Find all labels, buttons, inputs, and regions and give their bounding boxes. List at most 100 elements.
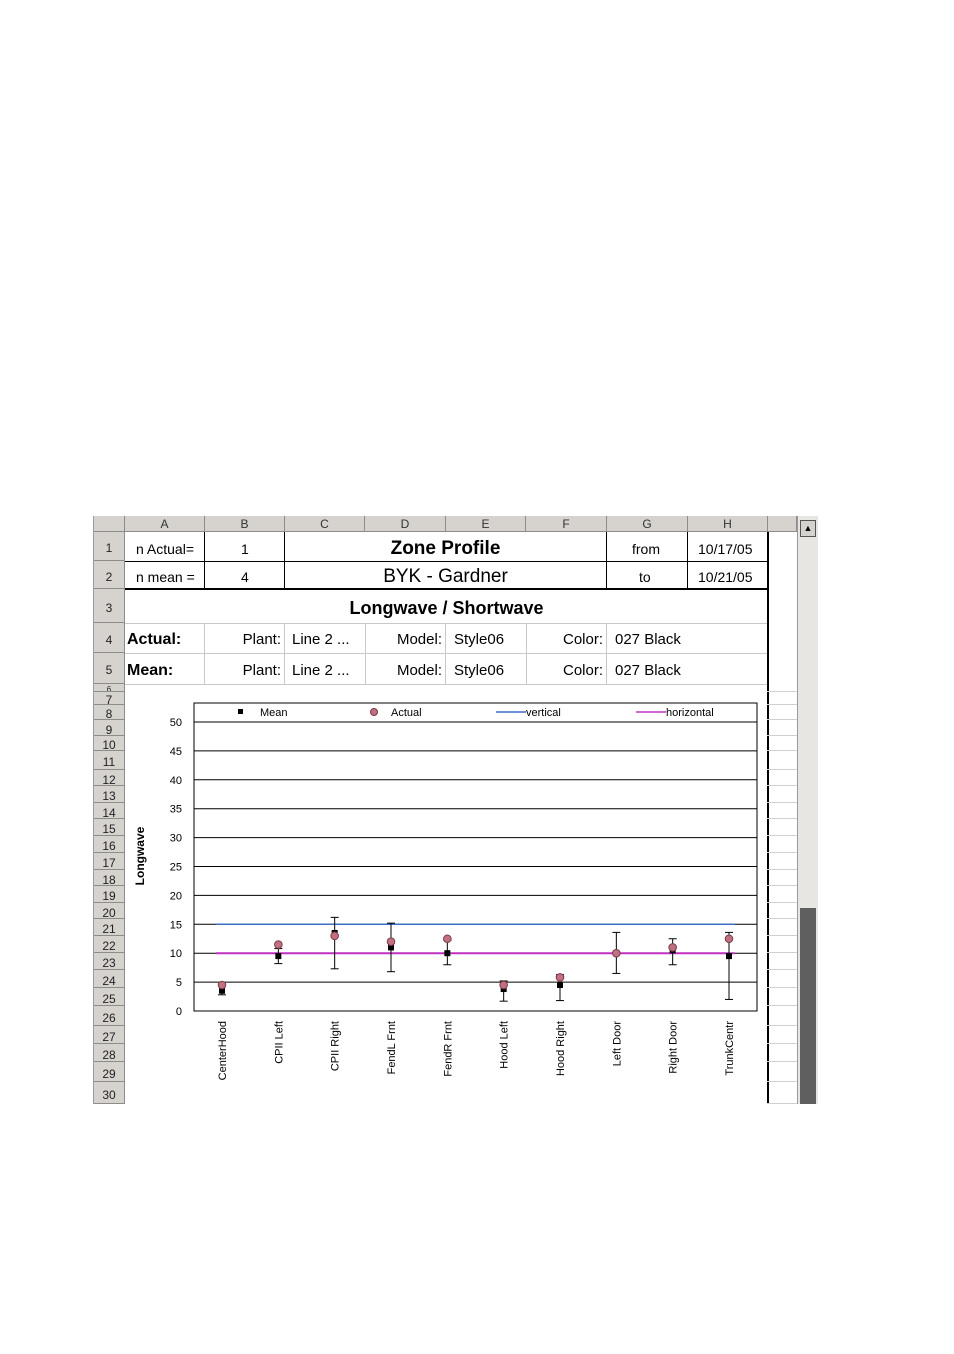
x-tick-label: FendR Frnt	[442, 1021, 454, 1077]
cell-a2[interactable]: n mean =	[136, 569, 195, 585]
cell-g1[interactable]: from	[632, 541, 660, 557]
row-header-13[interactable]: 13	[94, 786, 125, 803]
column-header-e[interactable]: E	[446, 516, 526, 532]
row-header-17[interactable]: 17	[94, 853, 125, 870]
row-header-16[interactable]: 16	[94, 836, 125, 853]
mean-plant-label[interactable]: Plant:	[242, 662, 281, 679]
row-header-30[interactable]: 30	[94, 1082, 125, 1104]
grid-strip-line	[767, 869, 797, 870]
actual-point	[499, 980, 508, 990]
row-header-24[interactable]: 24	[94, 970, 125, 988]
column-header-extra[interactable]	[768, 516, 797, 532]
actual-model-label[interactable]: Model:	[396, 631, 442, 648]
row-header-8[interactable]: 8	[94, 705, 125, 720]
row-header-25[interactable]: 25	[94, 988, 125, 1006]
row-header-3[interactable]: 3	[94, 589, 125, 623]
actual-point	[274, 940, 283, 949]
row-header-5[interactable]: 5	[94, 653, 125, 684]
row-header-1[interactable]: 1	[94, 532, 125, 561]
actual-plant-label[interactable]: Plant:	[242, 631, 281, 648]
actual-model-value[interactable]: Style06	[454, 631, 505, 648]
row-header-2[interactable]: 2	[94, 561, 125, 589]
row-header-19[interactable]: 19	[94, 886, 125, 903]
row-header-6[interactable]: 6	[94, 684, 125, 692]
scroll-up-arrow-icon[interactable]: ▲	[800, 520, 816, 537]
actual-color-value[interactable]: 027 Black	[615, 631, 681, 648]
row-header-9[interactable]: 9	[94, 720, 125, 736]
grid-strip-line	[767, 750, 797, 751]
actual-plant-value[interactable]: Line 2 ...	[292, 631, 350, 648]
divider	[204, 532, 205, 588]
row-header-7[interactable]: 7	[94, 692, 125, 705]
mean-point	[275, 953, 282, 960]
row-header-22[interactable]: 22	[94, 936, 125, 953]
row-header-11[interactable]: 11	[94, 751, 125, 770]
zone-profile-title[interactable]: Zone Profile	[390, 538, 501, 559]
cell-a1[interactable]: n Actual=	[136, 541, 194, 557]
row-header-14[interactable]: 14	[94, 803, 125, 819]
row-header-4[interactable]: 4	[94, 623, 125, 653]
grid-strip-line	[767, 785, 797, 786]
cell-b1[interactable]: 1	[241, 541, 249, 557]
column-header-f[interactable]: F	[526, 516, 607, 532]
grid-strip-line	[767, 735, 797, 736]
legend-mean: Mean	[260, 707, 288, 719]
divider	[204, 623, 205, 684]
actual-point	[330, 931, 339, 941]
from-date[interactable]: 10/17/05	[698, 541, 753, 557]
row-header-20[interactable]: 20	[94, 903, 125, 919]
actual-point	[668, 943, 677, 952]
mean-model-value[interactable]: Style06	[454, 662, 505, 679]
row-header-23[interactable]: 23	[94, 953, 125, 970]
row-header-18[interactable]: 18	[94, 870, 125, 886]
x-axis-labels: CenterHood CPII Left CPII Right FendL Frnt F…	[217, 1021, 736, 1081]
row-header-27[interactable]: 27	[94, 1026, 125, 1044]
actual-point	[386, 937, 396, 946]
grid-strip-line	[767, 902, 797, 903]
row-header-15[interactable]: 15	[94, 819, 125, 836]
grid-strip-line	[767, 885, 797, 886]
cell-g2[interactable]: to	[639, 569, 651, 585]
zone-profile-chart[interactable]: 0 5 10 15 20 25 30 35 40 45 50 CenterHood CPII Left…	[126, 690, 767, 1104]
column-header-h[interactable]: H	[688, 516, 768, 532]
section-title[interactable]: Longwave / Shortwave	[349, 598, 544, 618]
column-header-g[interactable]: G	[607, 516, 688, 532]
row-header-28[interactable]: 28	[94, 1044, 125, 1062]
x-tick-label: Right Door	[668, 1021, 680, 1074]
actual-color-label[interactable]: Color:	[562, 631, 603, 648]
spreadsheet[interactable]: A B C D E F G H 1 2 3 4 5 6 7 8 9 10 11 12 13 14 15 16 1…	[93, 516, 818, 1104]
row-header-21[interactable]: 21	[94, 919, 125, 936]
row-header-12[interactable]: 12	[94, 770, 125, 786]
x-tick-label: CPII Right	[330, 1021, 342, 1071]
scrollbar-thumb[interactable]	[800, 908, 816, 1104]
mean-label[interactable]: Mean:	[127, 662, 174, 679]
grid-strip-line	[767, 1061, 797, 1062]
column-header-a[interactable]: A	[125, 516, 205, 532]
mean-color-value[interactable]: 027 Black	[615, 662, 681, 679]
y-tick-label: 40	[170, 775, 182, 787]
x-tick-label: Hood Right	[555, 1021, 567, 1076]
column-header-d[interactable]: D	[365, 516, 446, 532]
cell-b2[interactable]: 4	[241, 569, 249, 585]
actual-label[interactable]: Actual:	[127, 631, 182, 648]
mean-color-label[interactable]: Color:	[562, 662, 603, 679]
reference-lines	[216, 923, 735, 955]
grid-strip-line	[767, 918, 797, 919]
corner-select-all[interactable]	[94, 516, 125, 532]
grid-strip-line	[767, 704, 797, 705]
to-date[interactable]: 10/21/05	[698, 569, 753, 585]
vertical-scrollbar[interactable]: ▲	[797, 516, 818, 1104]
x-tick-label: CenterHood	[217, 1021, 229, 1080]
mean-model-label[interactable]: Model:	[396, 662, 442, 679]
subtitle[interactable]: BYK - Gardner	[383, 566, 508, 587]
column-header-b[interactable]: B	[205, 516, 285, 532]
row-header-26[interactable]: 26	[94, 1006, 125, 1026]
grid-strip-line	[767, 1005, 797, 1006]
grid-strip-line	[767, 818, 797, 819]
row-header-10[interactable]: 10	[94, 736, 125, 751]
divider	[445, 623, 446, 684]
column-header-c[interactable]: C	[285, 516, 365, 532]
y-axis-label: Longwave	[133, 826, 147, 885]
row-header-29[interactable]: 29	[94, 1062, 125, 1082]
mean-plant-value[interactable]: Line 2 ...	[292, 662, 350, 679]
